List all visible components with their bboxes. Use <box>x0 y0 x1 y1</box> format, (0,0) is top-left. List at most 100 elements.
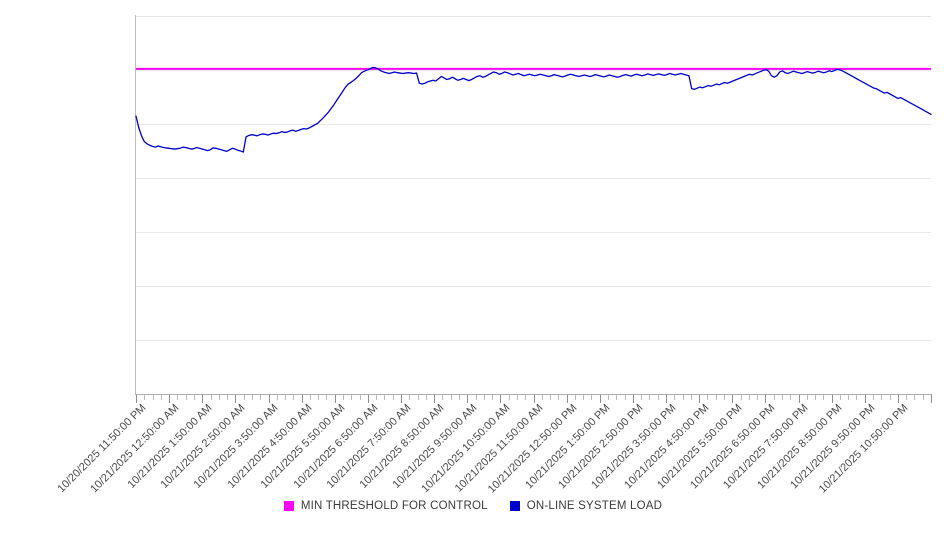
x-tick-major <box>434 395 436 403</box>
x-tick-minor <box>591 395 593 400</box>
x-tick-minor <box>227 395 229 400</box>
x-tick-minor <box>376 395 378 400</box>
x-tick-minor <box>285 395 287 400</box>
x-tick-major <box>334 395 336 403</box>
y-axis-line <box>135 15 136 395</box>
x-tick-minor <box>757 395 759 400</box>
x-tick-minor <box>251 395 253 400</box>
x-tick-major <box>235 395 237 403</box>
x-tick-minor <box>351 395 353 400</box>
x-tick-minor <box>674 395 676 400</box>
x-tick-minor <box>873 395 875 400</box>
legend-swatch-icon <box>283 501 294 511</box>
x-tick-major <box>897 395 899 403</box>
x-tick-minor <box>318 395 320 400</box>
x-tick-minor <box>442 395 444 400</box>
x-tick-major <box>268 395 270 403</box>
x-tick-major <box>666 395 667 403</box>
chart-legend: MIN THRESHOLD FOR CONTROL ON-LINE SYSTEM … <box>0 496 946 516</box>
legend-label: ON-LINE SYSTEM LOAD <box>526 500 663 512</box>
x-tick-major <box>765 395 767 403</box>
x-tick-minor <box>616 395 618 400</box>
x-tick-minor <box>823 395 825 400</box>
x-tick-minor <box>550 395 552 400</box>
x-tick-minor <box>715 395 717 400</box>
x-tick-major <box>864 395 866 403</box>
x-tick-minor <box>409 395 411 400</box>
x-tick-minor <box>152 395 154 400</box>
x-tick-minor <box>914 395 916 400</box>
x-tick-minor <box>193 395 195 400</box>
x-tick-minor <box>773 395 775 400</box>
x-tick-minor <box>649 395 651 400</box>
x-tick-major <box>367 395 369 403</box>
x-tick-major <box>599 395 601 403</box>
x-tick-major <box>500 395 502 403</box>
x-tick-major <box>931 395 932 403</box>
x-tick-minor <box>417 395 419 400</box>
x-tick-minor <box>210 395 212 400</box>
x-tick-minor <box>293 395 295 400</box>
plot-area <box>136 16 931 395</box>
x-tick-minor <box>781 395 783 400</box>
x-tick-major <box>798 395 800 403</box>
gridline <box>136 340 931 341</box>
x-tick-minor <box>450 395 452 400</box>
x-tick-minor <box>815 395 817 400</box>
x-tick-minor <box>922 395 924 400</box>
x-tick-minor <box>707 395 709 400</box>
x-tick-major <box>699 395 701 403</box>
x-tick-minor <box>160 395 162 400</box>
gridline <box>136 124 931 125</box>
x-tick-minor <box>848 395 850 400</box>
x-tick-major <box>169 395 171 403</box>
x-tick-minor <box>690 395 692 400</box>
x-tick-major <box>136 395 137 403</box>
gridline <box>136 70 931 71</box>
x-tick-minor <box>425 395 427 400</box>
x-tick-minor <box>723 395 725 400</box>
gridline <box>136 286 931 287</box>
x-tick-minor <box>483 395 485 400</box>
x-tick-minor <box>276 395 278 400</box>
x-tick-minor <box>558 395 560 400</box>
x-tick-minor <box>508 395 510 400</box>
x-tick-minor <box>525 395 527 400</box>
x-tick-minor <box>492 395 494 400</box>
x-tick-minor <box>260 395 262 400</box>
x-tick-minor <box>806 395 808 400</box>
x-tick-major <box>301 395 303 403</box>
line-chart: 10/20/2025 11:50:00 PM 10/21/2025 12:50:0… <box>0 15 946 516</box>
x-tick-minor <box>906 395 908 400</box>
x-tick-minor <box>889 395 891 400</box>
legend-label: MIN THRESHOLD FOR CONTROL <box>300 500 488 512</box>
x-tick-minor <box>740 395 742 400</box>
x-tick-major <box>632 395 634 403</box>
x-tick-minor <box>682 395 684 400</box>
legend-item[interactable]: ON-LINE SYSTEM LOAD <box>509 500 663 512</box>
x-tick-minor <box>881 395 883 400</box>
x-tick-minor <box>856 395 858 400</box>
x-tick-minor <box>641 395 643 400</box>
x-tick-major <box>467 395 469 403</box>
gridline <box>136 232 931 233</box>
x-tick-minor <box>574 395 576 400</box>
x-tick-major <box>533 395 535 403</box>
x-tick-minor <box>839 395 841 400</box>
x-tick-minor <box>541 395 543 400</box>
x-tick-minor <box>343 395 345 400</box>
x-tick-minor <box>748 395 750 400</box>
x-tick-minor <box>326 395 328 400</box>
x-axis-labels: 10/20/2025 11:50:00 PM 10/21/2025 12:50:0… <box>0 394 946 496</box>
x-tick-major <box>831 395 833 403</box>
legend-item[interactable]: MIN THRESHOLD FOR CONTROL <box>283 500 488 512</box>
x-tick-minor <box>608 395 610 400</box>
x-tick-minor <box>384 395 386 400</box>
x-tick-minor <box>458 395 460 400</box>
x-tick-minor <box>218 395 220 400</box>
x-tick-minor <box>243 395 245 400</box>
x-axis-tick-marks <box>136 395 932 404</box>
x-tick-minor <box>359 395 361 400</box>
x-tick-minor <box>624 395 626 400</box>
x-tick-minor <box>790 395 792 400</box>
